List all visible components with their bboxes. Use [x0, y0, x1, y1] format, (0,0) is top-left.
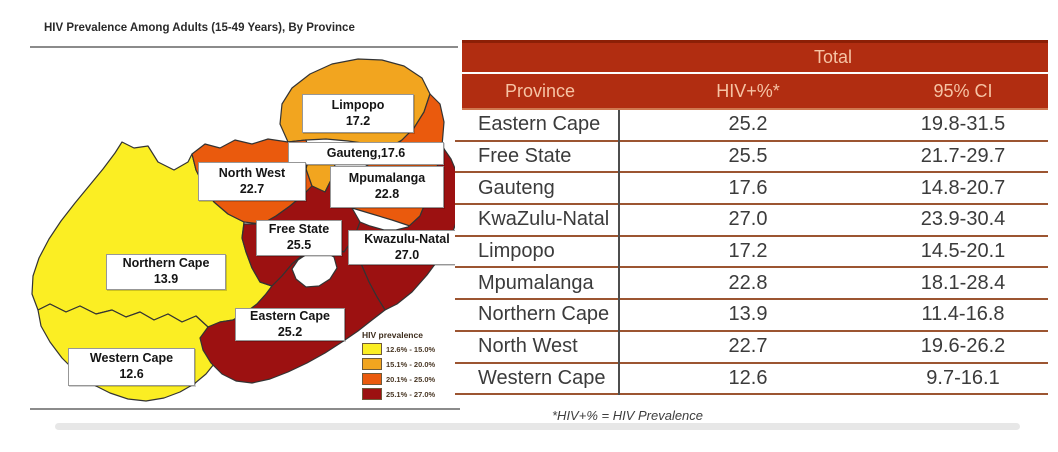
legend-swatch	[362, 343, 382, 355]
map-label-northern-cape: Northern Cape 13.9	[106, 254, 226, 290]
ci-cell: 19.8-31.5	[920, 113, 1006, 136]
table-header: Total Province HIV+%* 95% CI	[462, 40, 1048, 110]
ci-cell: 23.9-30.4	[920, 208, 1006, 231]
ci-cell: 21.7-29.7	[920, 145, 1006, 168]
map-label-kwazulu-natal: Kwazulu-Natal 27.0	[348, 230, 466, 265]
map-label-free-state: Free State 25.5	[256, 220, 342, 256]
table-row: North West 22.7 19.6-26.2	[455, 331, 1048, 364]
legend-swatch	[362, 373, 382, 385]
map-label-line: Northern Cape	[122, 256, 210, 271]
ci-cell: 19.6-26.2	[920, 335, 1006, 358]
legend-swatch	[362, 358, 382, 370]
map-label-line: Western Cape	[89, 351, 174, 366]
hiv-pct-cell: 13.9	[728, 303, 768, 326]
map-label-western-cape: Western Cape 12.6	[68, 348, 195, 386]
map-label-line: Gauteng,17.6	[326, 145, 406, 160]
table-header-total-row: Total	[462, 43, 1048, 72]
map-label-line: Eastern Cape	[250, 308, 330, 323]
legend-row: 12.6% - 15.0%	[362, 343, 460, 355]
map-label-line: 13.9	[153, 272, 179, 286]
map-label-line: 25.5	[286, 238, 312, 252]
ci-cell: 14.8-20.7	[920, 176, 1006, 199]
map-label-limpopo: Limpopo 17.2	[302, 94, 414, 133]
legend-title: HIV prevalence	[362, 330, 423, 340]
prevalence-table: Total Province HIV+%* 95% CI Eastern Cap…	[455, 40, 1048, 423]
map-label-line: Free State	[268, 222, 330, 237]
column-header-hiv-pct: HIV+%*	[716, 80, 780, 101]
table-row: Free State 25.5 21.7-29.7	[455, 141, 1048, 174]
table-row: Limpopo 17.2 14.5-20.1	[455, 236, 1048, 269]
south-africa-map: Limpopo 17.2 Gauteng,17.6 North West 22.7 Mpu…	[30, 54, 466, 406]
province-cell: Free State	[478, 145, 572, 168]
table-header-gap	[462, 72, 1048, 74]
map-title: HIV Prevalence Among Adults (15-49 Years…	[44, 22, 355, 34]
ci-cell: 18.1-28.4	[920, 271, 1006, 294]
table-header-columns-row: Province HIV+%* 95% CI	[462, 74, 1048, 108]
table-column-divider	[618, 110, 620, 396]
hiv-pct-cell: 12.6	[728, 366, 768, 389]
ci-cell: 9.7-16.1	[926, 366, 1000, 389]
table-header-empty-cell	[462, 43, 618, 72]
hiv-pct-cell: 17.2	[728, 240, 768, 263]
map-label-line: 25.2	[277, 324, 303, 339]
map-label-line: Mpumalanga	[348, 171, 426, 186]
hiv-pct-cell: 25.2	[728, 113, 768, 136]
province-cell: Eastern Cape	[478, 113, 601, 136]
table-body: Eastern Cape 25.2 19.8-31.5 Free State 25.5 2…	[455, 110, 1048, 396]
province-cell: KwaZulu-Natal	[478, 208, 610, 231]
ci-cell: 11.4-16.8	[921, 303, 1005, 326]
map-label-north-west: North West 22.7	[198, 162, 306, 201]
table-row: Western Cape 12.6 9.7-16.1	[455, 363, 1048, 396]
map-label-line: 17.2	[345, 113, 371, 128]
table-row: KwaZulu-Natal 27.0 23.9-30.4	[455, 205, 1048, 237]
province-cell: Northern Cape	[478, 303, 610, 326]
legend-range-label: 15.1% - 20.0%	[386, 359, 436, 369]
map-label-line: North West	[218, 165, 286, 180]
table-row: Mpumalanga 22.8 18.1-28.4	[455, 268, 1048, 301]
map-legend: HIV prevalence 12.6% - 15.0% 15.1% - 20.0…	[362, 330, 460, 400]
legend-row: 25.1% - 27.0%	[362, 388, 460, 400]
legend-range-label: 12.6% - 15.0%	[386, 344, 436, 354]
province-cell: North West	[478, 335, 578, 358]
legend-range-label: 20.1% - 25.0%	[386, 374, 436, 384]
hiv-pct-cell: 27.0	[728, 208, 768, 231]
legend-swatch	[362, 388, 382, 400]
legend-row: 20.1% - 25.0%	[362, 373, 460, 385]
hiv-pct-cell: 17.6	[728, 176, 768, 199]
table-row: Northern Cape 13.9 11.4-16.8	[455, 300, 1048, 332]
province-cell: Mpumalanga	[478, 271, 594, 294]
table-footnote: *HIV+% = HIV Prevalence	[552, 408, 704, 423]
map-label-mpumalanga: Mpumalanga 22.8	[330, 166, 444, 208]
map-label-line: Limpopo	[331, 97, 385, 112]
map-label-gauteng: Gauteng,17.6	[288, 142, 444, 165]
title-divider	[30, 46, 458, 48]
slide-bottom-edge	[55, 423, 1020, 430]
column-header-ci: 95% CI	[933, 80, 993, 101]
hiv-pct-cell: 22.7	[728, 335, 768, 358]
hiv-pct-cell: 22.8	[728, 271, 768, 294]
hiv-pct-cell: 25.5	[728, 145, 768, 168]
map-label-line: 27.0	[394, 247, 420, 262]
table-header-total-label: Total	[813, 47, 853, 67]
legend-row: 15.1% - 20.0%	[362, 358, 460, 370]
map-label-line: 22.7	[239, 181, 265, 196]
ci-cell: 14.5-20.1	[920, 240, 1006, 263]
map-label-line: 12.6	[119, 367, 144, 381]
map-label-eastern-cape: Eastern Cape 25.2	[235, 308, 345, 341]
province-cell: Western Cape	[478, 366, 606, 389]
province-cell: Gauteng	[478, 176, 555, 199]
map-bottom-divider	[30, 408, 460, 410]
map-label-line: Kwazulu-Natal	[364, 231, 450, 246]
province-cell: Limpopo	[478, 240, 555, 263]
legend-range-label: 25.1% - 27.0%	[386, 389, 436, 399]
map-label-line: 22.8	[374, 187, 400, 201]
column-header-province: Province	[504, 80, 576, 101]
table-row: Gauteng 17.6 14.8-20.7	[455, 173, 1048, 206]
table-row: Eastern Cape 25.2 19.8-31.5	[455, 110, 1048, 142]
